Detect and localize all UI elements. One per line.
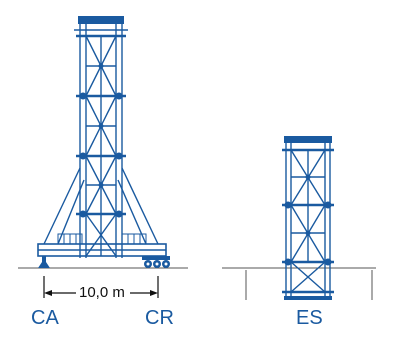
embedded-tower [282,136,334,300]
dimension-label: 10,0 m [77,284,127,301]
dimension-line [43,276,159,298]
ground-lines [18,267,376,300]
mobile-crane-tower [37,16,170,268]
label-ca: CA [31,307,59,329]
label-cr: CR [145,307,174,329]
label-es: ES [296,307,323,329]
